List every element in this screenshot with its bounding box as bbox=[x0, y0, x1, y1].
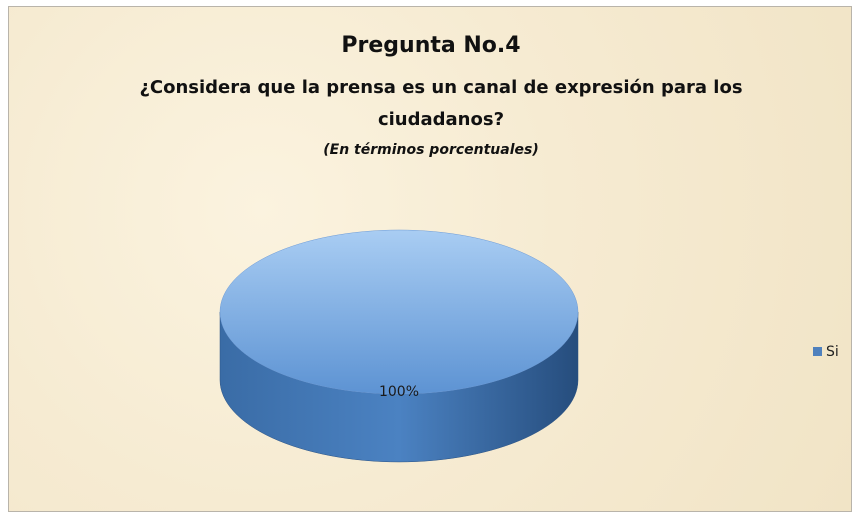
legend-label: Si bbox=[826, 344, 839, 360]
chart-note: (En términos porcentuales) bbox=[323, 142, 539, 158]
legend-swatch bbox=[813, 347, 822, 356]
chart-subtitle: ¿Considera que la prensa es un canal de … bbox=[139, 77, 743, 130]
chart-title: Pregunta No.4 bbox=[341, 33, 521, 58]
data-label: 100% bbox=[379, 384, 419, 400]
pie-slice bbox=[219, 229, 579, 395]
